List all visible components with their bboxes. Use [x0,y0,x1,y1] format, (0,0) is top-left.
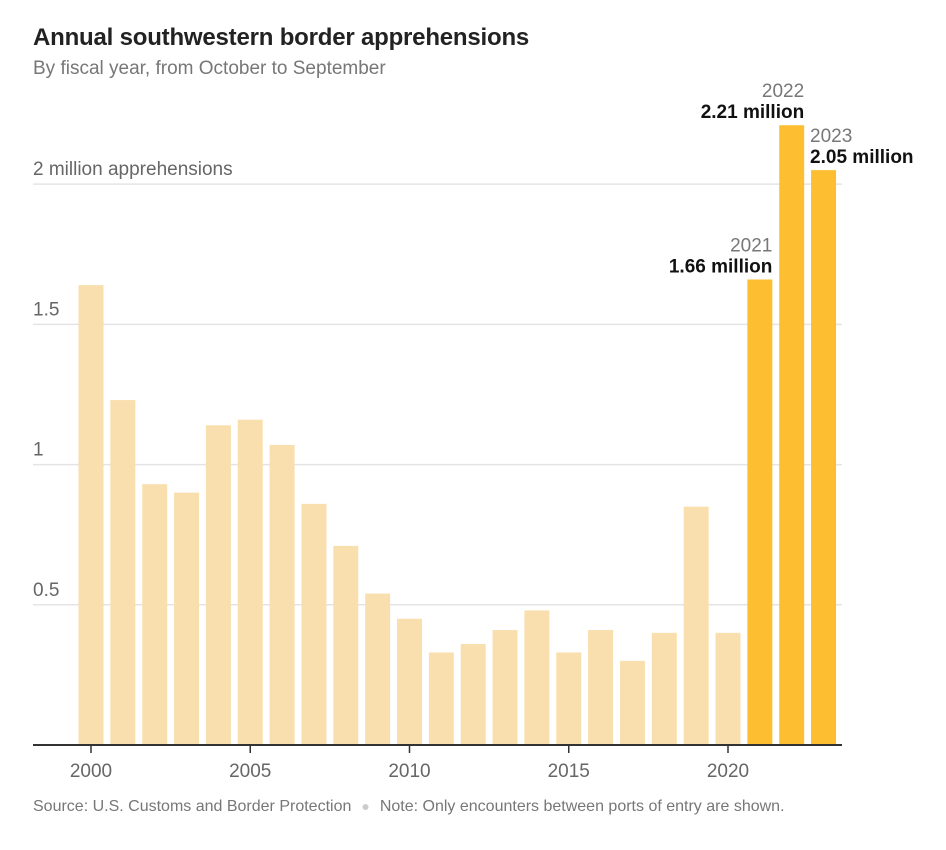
bar-2003 [174,492,200,745]
y-tick-labels: 0.5 1 1.5 2 million apprehensions [33,159,233,601]
bar-2020 [715,632,741,745]
bar-2022 [779,125,805,745]
y-tick-label: 1 [33,440,44,461]
x-tick-label: 2000 [70,761,112,782]
bar-2010 [397,618,422,745]
x-ticks: 2000 2005 2010 2015 2020 [70,745,749,782]
x-tick-label: 2020 [707,761,749,782]
y-tick-label: 0.5 [33,580,59,601]
annotation-value-2022: 2.21 million [701,102,804,123]
x-tick-label: 2005 [229,761,271,782]
annotation-value-2021: 1.66 million [669,256,772,277]
bar-2023 [811,170,837,745]
bar-chart: 0.511.52 million apprehensions 2000 2005 2… [33,81,914,782]
annotation-year-2021: 2021 [730,235,772,256]
source-text: Source: U.S. Customs and Border Protecti… [33,798,352,815]
y-tick-label: 2 million apprehensions [33,159,233,180]
bar-2007 [301,503,327,745]
bars [78,125,837,745]
separator-dot: ● [361,798,370,814]
bar-2019 [683,506,709,745]
bar-2002 [142,484,168,745]
bar-2008 [333,545,359,745]
bar-2013 [492,630,518,745]
bar-2017 [619,660,645,745]
note-text: Note: Only encounters between ports of e… [379,798,785,815]
bar-2016 [588,630,614,745]
bar-2021 [747,279,773,745]
bar-2018 [651,632,677,745]
x-tick-label: 2015 [548,761,590,782]
bar-2001 [110,400,136,745]
annotation-year-2022: 2022 [762,81,804,102]
bar-2006 [269,444,295,745]
annotation-value-2023: 2.05 million [810,147,913,168]
chart-title: Annual southwestern border apprehensions [33,24,530,51]
bar-2000 [78,285,104,745]
footer: Source: U.S. Customs and Border Protecti… [33,798,785,816]
bar-2004 [205,425,231,745]
annotation-year-2023: 2023 [810,126,852,147]
y-tick-label: 1.5 [33,299,59,320]
bar-2011 [428,652,454,745]
x-tick-label: 2010 [388,761,430,782]
bar-2015 [556,652,582,745]
bar-2012 [460,644,486,745]
chart-subtitle: By fiscal year, from October to Septembe… [33,58,386,79]
bar-2014 [524,610,550,745]
bar-2005 [237,419,263,745]
bar-2009 [365,593,391,745]
